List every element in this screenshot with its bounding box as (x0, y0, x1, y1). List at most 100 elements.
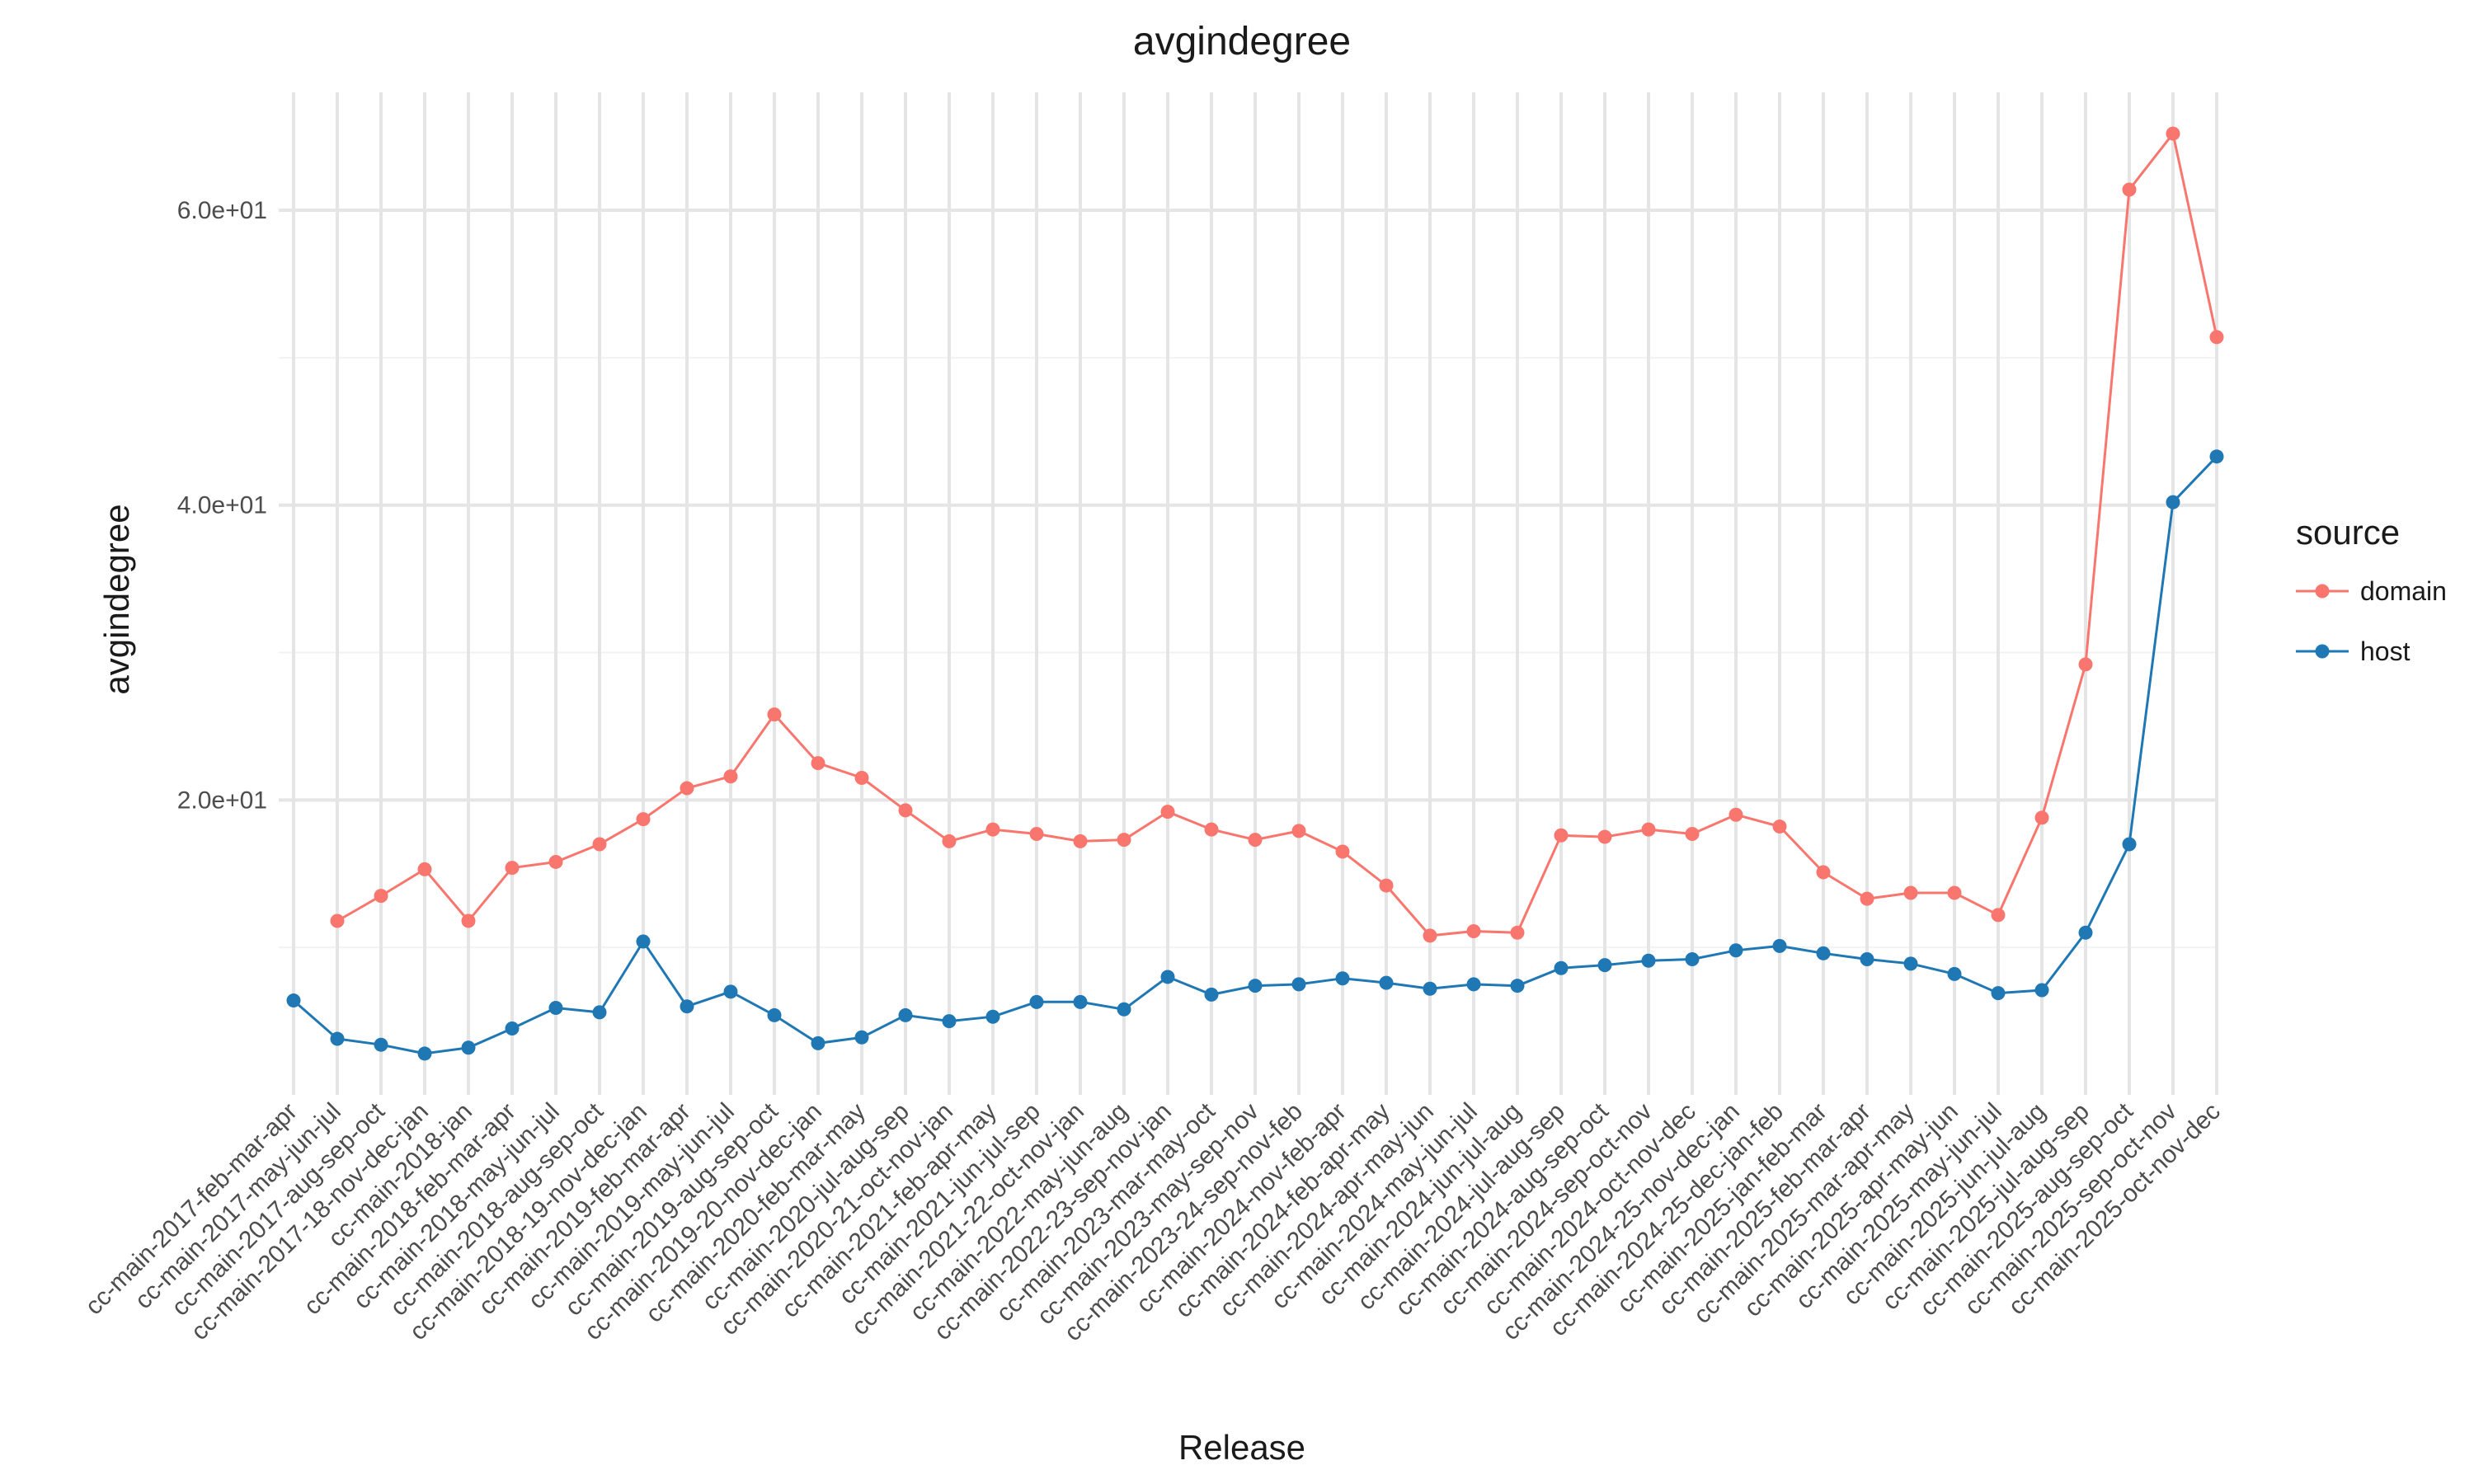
data-point-domain (723, 769, 738, 784)
data-point-domain (1729, 807, 1743, 822)
data-point-domain (636, 812, 651, 827)
data-point-host (505, 1021, 520, 1036)
legend-label-host: host (2360, 636, 2411, 666)
data-point-domain (1073, 834, 1088, 848)
data-point-host (723, 984, 738, 999)
data-point-host (461, 1040, 476, 1055)
minor-gridlines (279, 356, 2218, 949)
data-point-host (985, 1009, 1000, 1024)
x-axis-ticks: cc-main-2017-feb-mar-aprcc-main-2017-may… (80, 1097, 2226, 1346)
data-point-domain (1423, 928, 1437, 943)
data-point-domain (680, 781, 694, 796)
data-point-host (1248, 979, 1263, 993)
y-tick-label: 6.0e+01 (177, 197, 267, 224)
x-axis-title: Release (1178, 1428, 1305, 1467)
data-point-domain (854, 771, 869, 786)
data-point-domain (548, 854, 563, 869)
data-point-domain (2034, 810, 2049, 825)
data-point-host (374, 1037, 388, 1052)
data-point-host (854, 1030, 869, 1045)
data-point-domain (461, 913, 476, 928)
legend-items: domain host (2296, 576, 2447, 666)
data-point-host (2034, 983, 2049, 998)
data-point-domain (1554, 828, 1569, 843)
data-point-host (2166, 495, 2180, 510)
legend-title: source (2296, 513, 2400, 552)
data-point-domain (1379, 878, 1394, 893)
data-point-domain (417, 862, 432, 876)
data-point-host (417, 1046, 432, 1061)
data-point-domain (1291, 824, 1306, 838)
data-point-domain (2078, 657, 2093, 672)
data-point-host (636, 934, 651, 949)
legend: source domain host (2296, 513, 2447, 666)
data-point-domain (2122, 182, 2137, 197)
data-point-domain (942, 834, 957, 848)
data-point-host (1423, 981, 1437, 996)
data-point-host (1860, 951, 1874, 966)
data-point-host (2078, 925, 2093, 940)
data-point-host (942, 1014, 957, 1029)
series-line-domain (336, 130, 2218, 937)
data-point-domain (811, 756, 825, 771)
data-point-host (1117, 1002, 1131, 1017)
data-point-domain (1204, 822, 1219, 837)
data-point-domain (1772, 819, 1787, 834)
data-point-host (1903, 956, 1918, 971)
data-point-host (680, 999, 694, 1014)
legend-point-domain (2315, 584, 2330, 599)
data-point-host (1947, 966, 1962, 981)
data-point-domain (374, 889, 388, 904)
data-point-domain (1248, 833, 1263, 848)
y-axis-title: avgindegree (97, 504, 136, 694)
data-point-domain (1597, 829, 1612, 844)
data-point-domain (1685, 826, 1700, 841)
data-point-domain (1991, 908, 2006, 923)
data-point-domain (767, 707, 782, 722)
data-point-host (1729, 943, 1743, 958)
y-tick-label: 2.0e+01 (177, 787, 267, 814)
data-point-domain (1510, 925, 1525, 940)
data-point-domain (1117, 833, 1131, 848)
data-point-domain (592, 837, 607, 852)
data-point-domain (1466, 924, 1481, 939)
data-point-domain (1860, 891, 1874, 906)
data-point-domain (898, 803, 913, 818)
data-point-domain (1816, 865, 1831, 880)
data-point-host (1772, 938, 1787, 953)
data-point-domain (1641, 822, 1656, 837)
data-point-host (1029, 994, 1044, 1009)
data-point-domain (1160, 805, 1175, 819)
chart-title: avgindegree (1133, 20, 1351, 63)
major-gridlines (279, 92, 2218, 1095)
data-point-host (811, 1036, 825, 1050)
data-point-host (1641, 953, 1656, 968)
data-point-domain (1947, 885, 1962, 900)
y-axis-ticks: 2.0e+01 4.0e+01 6.0e+01 (177, 197, 267, 814)
data-point-host (1335, 971, 1350, 986)
legend-label-domain: domain (2360, 576, 2447, 606)
data-point-host (548, 1000, 563, 1015)
data-point-host (767, 1007, 782, 1022)
data-point-host (1073, 994, 1088, 1009)
series-points (286, 126, 2224, 1061)
data-point-host (1554, 960, 1569, 975)
data-point-host (1816, 946, 1831, 960)
legend-point-host (2315, 644, 2330, 659)
data-point-host (2209, 449, 2224, 464)
data-point-host (1160, 970, 1175, 984)
data-point-host (330, 1031, 345, 1046)
data-point-domain (1029, 826, 1044, 841)
data-point-host (1991, 986, 2006, 1001)
data-point-host (1597, 958, 1612, 973)
data-point-host (1379, 975, 1394, 990)
data-point-domain (2166, 126, 2180, 141)
data-point-host (1204, 987, 1219, 1002)
data-point-host (2122, 837, 2137, 852)
data-point-host (286, 993, 301, 1008)
y-tick-label: 4.0e+01 (177, 492, 267, 519)
data-point-host (1685, 951, 1700, 966)
data-point-domain (505, 861, 520, 876)
data-point-host (1466, 977, 1481, 992)
